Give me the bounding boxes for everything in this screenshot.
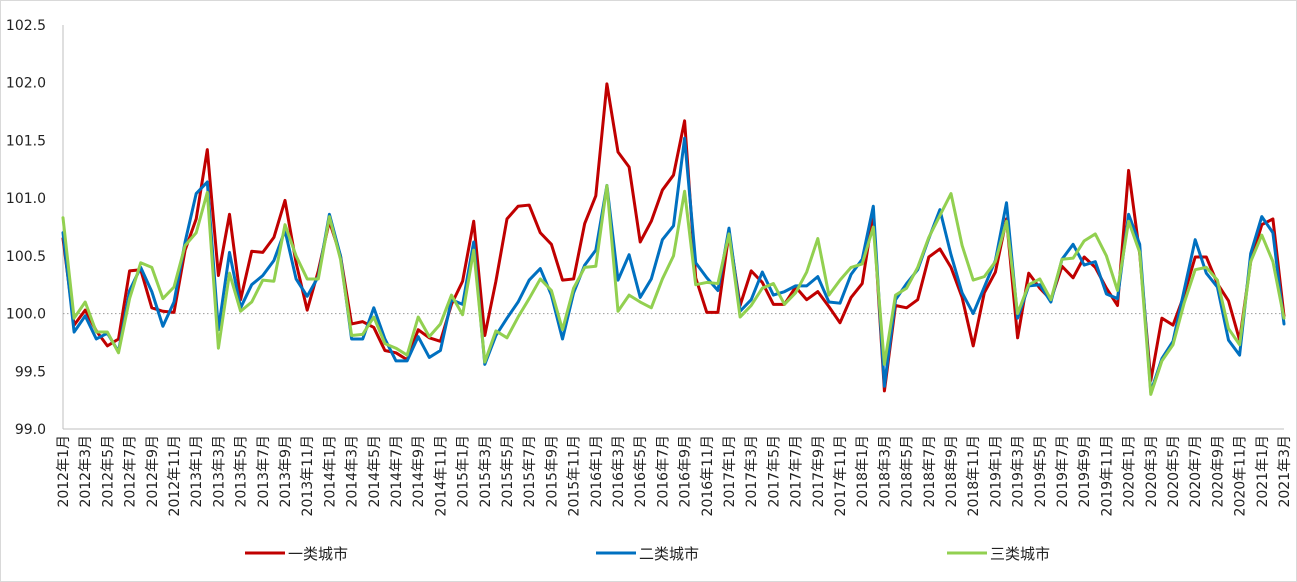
x-tick-label: 2016年5月 bbox=[633, 435, 649, 508]
x-tick-label: 2016年7月 bbox=[655, 435, 671, 508]
x-tick-label: 2019年3月 bbox=[1011, 435, 1027, 508]
x-tick-label: 2017年11月 bbox=[833, 435, 849, 516]
x-tick-label: 2017年1月 bbox=[722, 435, 738, 508]
x-tick-label: 2018年1月 bbox=[855, 435, 871, 508]
x-tick-label: 2019年5月 bbox=[1033, 435, 1049, 508]
y-tick-label: 99.0 bbox=[15, 422, 46, 438]
x-tick-label: 2014年11月 bbox=[433, 435, 449, 516]
x-tick-label: 2012年5月 bbox=[100, 435, 116, 508]
x-tick-label: 2019年7月 bbox=[1055, 435, 1071, 508]
x-tick-label: 2012年11月 bbox=[167, 435, 183, 516]
x-tick-label: 2015年5月 bbox=[500, 435, 516, 508]
y-axis: 102.5 102.0 101.5 101.0 100.5 100.0 99.5 99.0 bbox=[6, 18, 64, 438]
y-tick-label: 100.0 bbox=[6, 307, 46, 323]
x-tick-label: 2021年1月 bbox=[1255, 435, 1271, 508]
series-line-1 bbox=[61, 82, 1286, 393]
x-tick-label: 2020年1月 bbox=[1122, 435, 1138, 508]
x-tick-label: 2012年7月 bbox=[123, 435, 139, 508]
y-tick-label: 100.5 bbox=[6, 249, 46, 265]
x-tick-label: 2020年9月 bbox=[1210, 435, 1226, 508]
x-tick-label: 2020年11月 bbox=[1233, 435, 1249, 516]
x-tick-label: 2015年3月 bbox=[478, 435, 494, 508]
x-tick-label: 2013年9月 bbox=[278, 435, 294, 508]
x-tick-label: 2013年5月 bbox=[234, 435, 250, 508]
series-line-2 bbox=[61, 136, 1286, 394]
x-tick-label: 2016年9月 bbox=[678, 435, 694, 508]
x-tick-label: 2017年3月 bbox=[744, 435, 760, 508]
x-tick-label: 2015年7月 bbox=[522, 435, 538, 508]
x-tick-label: 2014年5月 bbox=[367, 435, 383, 508]
x-tick-label: 2015年1月 bbox=[456, 435, 472, 508]
x-tick-label: 2017年5月 bbox=[766, 435, 782, 508]
x-tick-label: 2014年1月 bbox=[322, 435, 338, 508]
y-tick-label: 99.5 bbox=[15, 364, 46, 380]
x-tick-label: 2013年1月 bbox=[189, 435, 205, 508]
x-tick-label: 2014年9月 bbox=[411, 435, 427, 508]
x-tick-label: 2012年9月 bbox=[145, 435, 161, 508]
legend-label-1: 一类城市 bbox=[288, 545, 348, 563]
x-tick-label: 2020年7月 bbox=[1188, 435, 1204, 508]
x-tick-label: 2016年1月 bbox=[589, 435, 605, 508]
series-lines bbox=[61, 82, 1286, 396]
y-tick-label: 101.0 bbox=[6, 191, 46, 207]
x-tick-label: 2018年11月 bbox=[966, 435, 982, 516]
x-axis: 2012年1月 2012年3月 2012年5月 2012年7月 2012年9月 2012年… bbox=[56, 313, 1293, 516]
x-tick-label: 2017年9月 bbox=[811, 435, 827, 508]
y-tick-label: 102.0 bbox=[6, 76, 46, 92]
legend-label-3: 三类城市 bbox=[990, 545, 1050, 563]
x-tick-label: 2012年1月 bbox=[56, 435, 72, 508]
x-tick-label: 2019年11月 bbox=[1099, 435, 1115, 516]
x-tick-label: 2019年9月 bbox=[1077, 435, 1093, 508]
x-tick-label: 2020年3月 bbox=[1144, 435, 1160, 508]
legend: 一类城市 二类城市 三类城市 bbox=[245, 545, 1050, 563]
y-tick-label: 102.5 bbox=[6, 18, 46, 34]
x-tick-label: 2020年5月 bbox=[1166, 435, 1182, 508]
x-tick-label: 2016年11月 bbox=[700, 435, 716, 516]
x-tick-label: 2013年11月 bbox=[300, 435, 316, 516]
x-tick-label: 2014年7月 bbox=[389, 435, 405, 508]
x-tick-label: 2018年7月 bbox=[922, 435, 938, 508]
x-tick-label: 2021年3月 bbox=[1277, 435, 1293, 508]
x-tick-label: 2013年7月 bbox=[256, 435, 272, 508]
x-tick-label: 2014年3月 bbox=[345, 435, 361, 508]
x-tick-label: 2018年9月 bbox=[944, 435, 960, 508]
x-tick-label: 2015年11月 bbox=[567, 435, 583, 516]
x-tick-label: 2013年3月 bbox=[211, 435, 227, 508]
x-tick-label: 2018年3月 bbox=[877, 435, 893, 508]
y-tick-label: 101.5 bbox=[6, 133, 46, 149]
x-tick-label: 2019年1月 bbox=[988, 435, 1004, 508]
legend-label-2: 二类城市 bbox=[639, 545, 699, 563]
series-line-3 bbox=[61, 183, 1286, 396]
x-tick-label: 2015年9月 bbox=[544, 435, 560, 508]
x-tick-label: 2012年3月 bbox=[78, 435, 94, 508]
x-tick-label: 2017年7月 bbox=[789, 435, 805, 508]
x-tick-label: 2018年5月 bbox=[900, 435, 916, 508]
x-tick-label: 2016年3月 bbox=[611, 435, 627, 508]
